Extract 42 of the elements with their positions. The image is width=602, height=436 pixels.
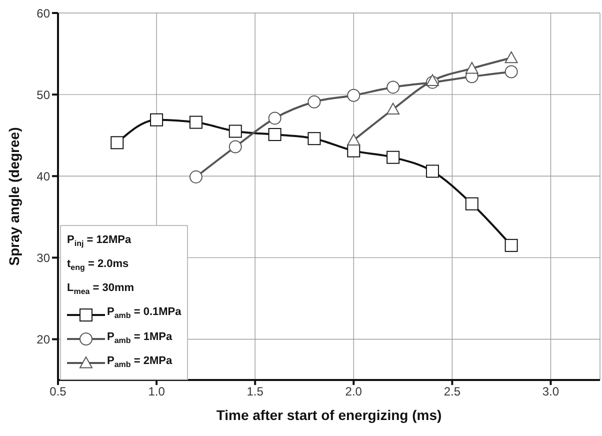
x-tick-label: 0.5 — [50, 384, 67, 399]
point — [150, 113, 164, 126]
point — [504, 238, 518, 252]
point — [189, 116, 202, 129]
point — [268, 128, 282, 142]
x-tick-label: 2.0 — [345, 384, 362, 399]
y-tick-label: 50 — [36, 88, 50, 102]
x-axis-title: Time after start of energizing (ms) — [216, 407, 442, 423]
annotation: L$_{mea}$ = 30mm — [67, 282, 134, 296]
point — [386, 80, 400, 94]
point — [110, 136, 124, 150]
y-tick-label: 60 — [36, 6, 50, 20]
legend-label: P$_{amb}$ = 1MPa — [107, 330, 172, 345]
y-tick-label: 30 — [36, 250, 50, 265]
y-tick-label: 40 — [36, 169, 50, 184]
point — [386, 150, 400, 164]
y-axis-title: Spray angle (degree) — [6, 127, 22, 266]
point — [228, 124, 242, 138]
x-tick-label: 1.5 — [246, 384, 264, 399]
point — [189, 170, 202, 184]
legend-label: P$_{amb}$ = 0.1MPa — [107, 306, 182, 321]
point — [308, 95, 321, 108]
legend-label: P$_{amb}$ = 2MPa — [107, 354, 172, 369]
x-tick-label: 2.5 — [444, 384, 461, 399]
point — [465, 62, 478, 74]
point — [386, 102, 400, 115]
annotation: t$_{eng}$ = 2.0ms — [67, 258, 129, 272]
point — [347, 88, 360, 102]
y-tick-label: 20 — [36, 332, 50, 346]
point — [268, 112, 282, 125]
point — [504, 51, 518, 64]
x-tick-label: 3.0 — [542, 384, 560, 399]
point — [228, 140, 242, 154]
point — [504, 65, 518, 78]
x-tick-label: 1.0 — [148, 384, 166, 399]
point — [426, 74, 439, 86]
point — [426, 164, 439, 178]
point — [308, 132, 321, 146]
point — [347, 134, 360, 146]
point — [465, 197, 478, 210]
annotation: P$_{inj}$ = 12MPa — [67, 234, 132, 248]
point — [347, 144, 360, 158]
